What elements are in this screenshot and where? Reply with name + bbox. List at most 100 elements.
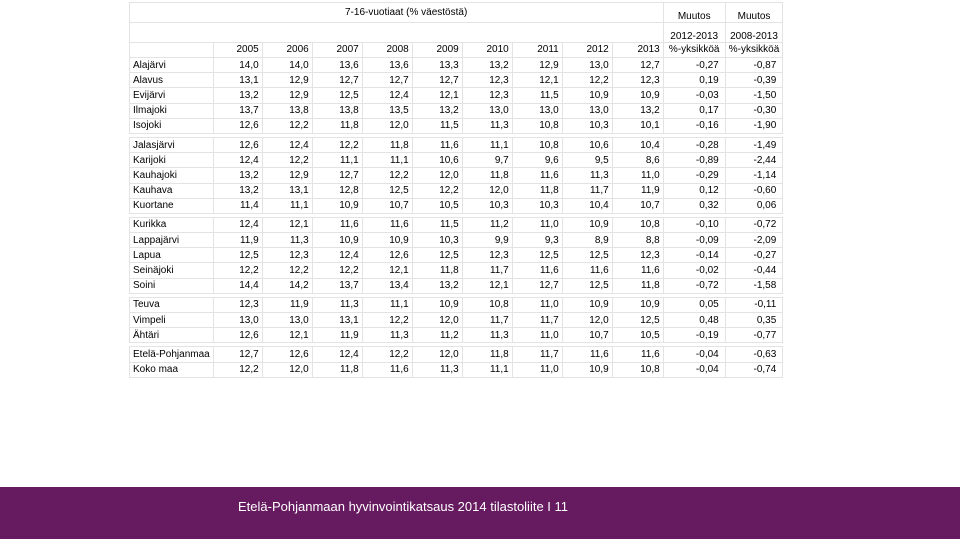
year-value-cell: 11,1 xyxy=(361,152,413,169)
year-value-cell: 11,3 xyxy=(461,327,513,344)
year-value-cell: 10,9 xyxy=(561,296,613,314)
table-row: Lapua 12,5 12,3 12,4 12,6 12,5 12,3 12,5 12,5 12,… xyxy=(129,247,784,264)
year-value-cell: 11,8 xyxy=(461,346,513,363)
year-value-cell: 12,4 xyxy=(212,152,263,169)
year-value-cell: 9,9 xyxy=(461,232,513,249)
year-value-cell: 12,5 xyxy=(511,247,563,264)
year-value-cell: 13,1 xyxy=(311,311,363,329)
municipality-name: Lappajärvi xyxy=(129,232,214,249)
year-header: 2013 xyxy=(611,42,664,58)
year-value-cell: 12,7 xyxy=(212,346,263,363)
year-value-cell: 13,5 xyxy=(361,102,413,119)
table-row: Jalasjärvi 12,6 12,4 12,2 11,8 11,6 11,1 10,8 10… xyxy=(129,136,784,154)
year-value-cell: 12,1 xyxy=(261,216,313,234)
year-value-cell: 12,1 xyxy=(461,277,513,294)
table-row: Ähtäri 12,6 12,1 11,9 11,3 11,2 11,3 11,0 10,7 10… xyxy=(129,327,784,344)
year-header: 2010 xyxy=(461,42,513,58)
year-value-cell: 11,6 xyxy=(361,361,413,378)
year-value-cell: 13,2 xyxy=(212,87,263,104)
year-value-cell: 12,3 xyxy=(611,72,664,89)
change-2012-2013-cell: -0,10 xyxy=(662,216,726,234)
year-value-cell: 13,8 xyxy=(261,102,313,119)
table-row: Kauhava 13,2 13,1 12,8 12,5 12,2 12,0 11,8 11,7 1… xyxy=(129,182,784,199)
year-value-cell: 10,9 xyxy=(361,232,413,249)
year-value-cell: 11,8 xyxy=(511,182,563,199)
table-period-row: 2012-2013 2008-2013 xyxy=(129,22,784,43)
change-2012-2013-cell: 0,32 xyxy=(662,197,726,214)
year-value-cell: 12,4 xyxy=(311,247,363,264)
municipality-name: Kurikka xyxy=(129,216,214,234)
year-value-cell: 11,8 xyxy=(461,167,513,184)
year-value-cell: 12,7 xyxy=(361,72,413,89)
year-value-cell: 12,7 xyxy=(311,167,363,184)
municipality-name: Koko maa xyxy=(129,361,214,378)
table-row: Isojoki 12,6 12,2 11,8 12,0 11,5 11,3 10,8 10,3 1… xyxy=(129,117,784,134)
table-row: Soini 14,4 14,2 13,7 13,4 13,2 12,1 12,7 12,5 11,… xyxy=(129,277,784,294)
year-value-cell: 10,4 xyxy=(561,197,613,214)
year-value-cell: 10,4 xyxy=(611,136,664,154)
year-value-cell: 9,3 xyxy=(511,232,563,249)
year-value-cell: 10,3 xyxy=(511,197,563,214)
change-2012-2013-cell: 0,48 xyxy=(662,311,726,329)
year-value-cell: 12,2 xyxy=(261,152,313,169)
year-value-cell: 11,7 xyxy=(461,311,513,329)
table-title-row: 7-16-vuotiaat (% väestöstä) Muutos Muuto… xyxy=(129,2,784,23)
year-value-cell: 12,3 xyxy=(461,247,513,264)
year-value-cell: 12,9 xyxy=(261,87,313,104)
table-row: Seinäjoki 12,2 12,2 12,2 12,1 11,8 11,7 11,6 11,… xyxy=(129,262,784,279)
year-value-cell: 14,0 xyxy=(212,56,263,74)
year-value-cell: 11,3 xyxy=(561,167,613,184)
year-value-cell: 10,1 xyxy=(611,117,664,134)
municipality-name: Vimpeli xyxy=(129,311,214,329)
year-value-cell: 12,9 xyxy=(511,56,563,74)
table-row: Teuva 12,3 11,9 11,3 11,1 10,9 10,8 11,0 10,9 10,… xyxy=(129,296,784,314)
table-row: Kurikka 12,4 12,1 11,6 11,6 11,5 11,2 11,0 10,9 1… xyxy=(129,216,784,234)
change-2012-2013-cell: 0,05 xyxy=(662,296,726,314)
table-row: Alajärvi 14,0 14,0 13,6 13,6 13,3 13,2 12,9 13,0… xyxy=(129,56,784,74)
year-value-cell: 12,3 xyxy=(212,296,263,314)
year-value-cell: 12,3 xyxy=(261,247,313,264)
year-value-cell: 12,7 xyxy=(411,72,463,89)
year-value-cell: 8,6 xyxy=(611,152,664,169)
change-2012-2013-cell: 0,12 xyxy=(662,182,726,199)
year-header: 2012 xyxy=(561,42,613,58)
year-header: 2008 xyxy=(361,42,413,58)
change-2008-2013-cell: -0,39 xyxy=(724,72,784,89)
year-value-cell: 12,2 xyxy=(361,167,413,184)
change-2008-2013-cell: 0,35 xyxy=(724,311,784,329)
change-2008-2013-cell: -1,58 xyxy=(724,277,784,294)
footer-text: Etelä-Pohjanmaan hyvinvointikatsaus 2014… xyxy=(238,499,569,514)
year-value-cell: 11,9 xyxy=(311,327,363,344)
year-value-cell: 11,8 xyxy=(311,361,363,378)
year-value-cell: 12,0 xyxy=(361,117,413,134)
year-header: 2007 xyxy=(311,42,363,58)
year-value-cell: 13,1 xyxy=(212,72,263,89)
municipality-name: Ilmajoki xyxy=(129,102,214,119)
year-value-cell: 13,7 xyxy=(212,102,263,119)
year-value-cell: 10,9 xyxy=(311,197,363,214)
change-2008-2013-cell: -1,50 xyxy=(724,87,784,104)
year-value-cell: 12,5 xyxy=(361,182,413,199)
year-value-cell: 12,2 xyxy=(361,346,413,363)
year-value-cell: 12,2 xyxy=(311,136,363,154)
year-value-cell: 10,7 xyxy=(561,327,613,344)
year-value-cell: 11,3 xyxy=(361,327,413,344)
change-col2-period: 2008-2013 xyxy=(724,22,784,43)
municipality-name: Kauhajoki xyxy=(129,167,214,184)
table-row: Koko maa 12,2 12,0 11,8 11,6 11,3 11,1 11,0 10,9… xyxy=(129,361,784,378)
year-value-cell: 13,2 xyxy=(461,56,513,74)
municipality-name: Jalasjärvi xyxy=(129,136,214,154)
year-header: 2009 xyxy=(411,42,463,58)
year-value-cell: 12,1 xyxy=(511,72,563,89)
year-value-cell: 12,7 xyxy=(311,72,363,89)
year-value-cell: 12,6 xyxy=(212,327,263,344)
municipality-name: Alajärvi xyxy=(129,56,214,74)
year-value-cell: 11,0 xyxy=(511,296,563,314)
year-value-cell: 10,8 xyxy=(511,136,563,154)
municipality-name: Soini xyxy=(129,277,214,294)
municipality-name: Ähtäri xyxy=(129,327,214,344)
year-value-cell: 13,2 xyxy=(411,277,463,294)
year-value-cell: 11,7 xyxy=(561,182,613,199)
table-row: Lappajärvi 11,9 11,3 10,9 10,9 10,3 9,9 9,3 8,9 8… xyxy=(129,232,784,249)
year-value-cell: 11,6 xyxy=(411,136,463,154)
